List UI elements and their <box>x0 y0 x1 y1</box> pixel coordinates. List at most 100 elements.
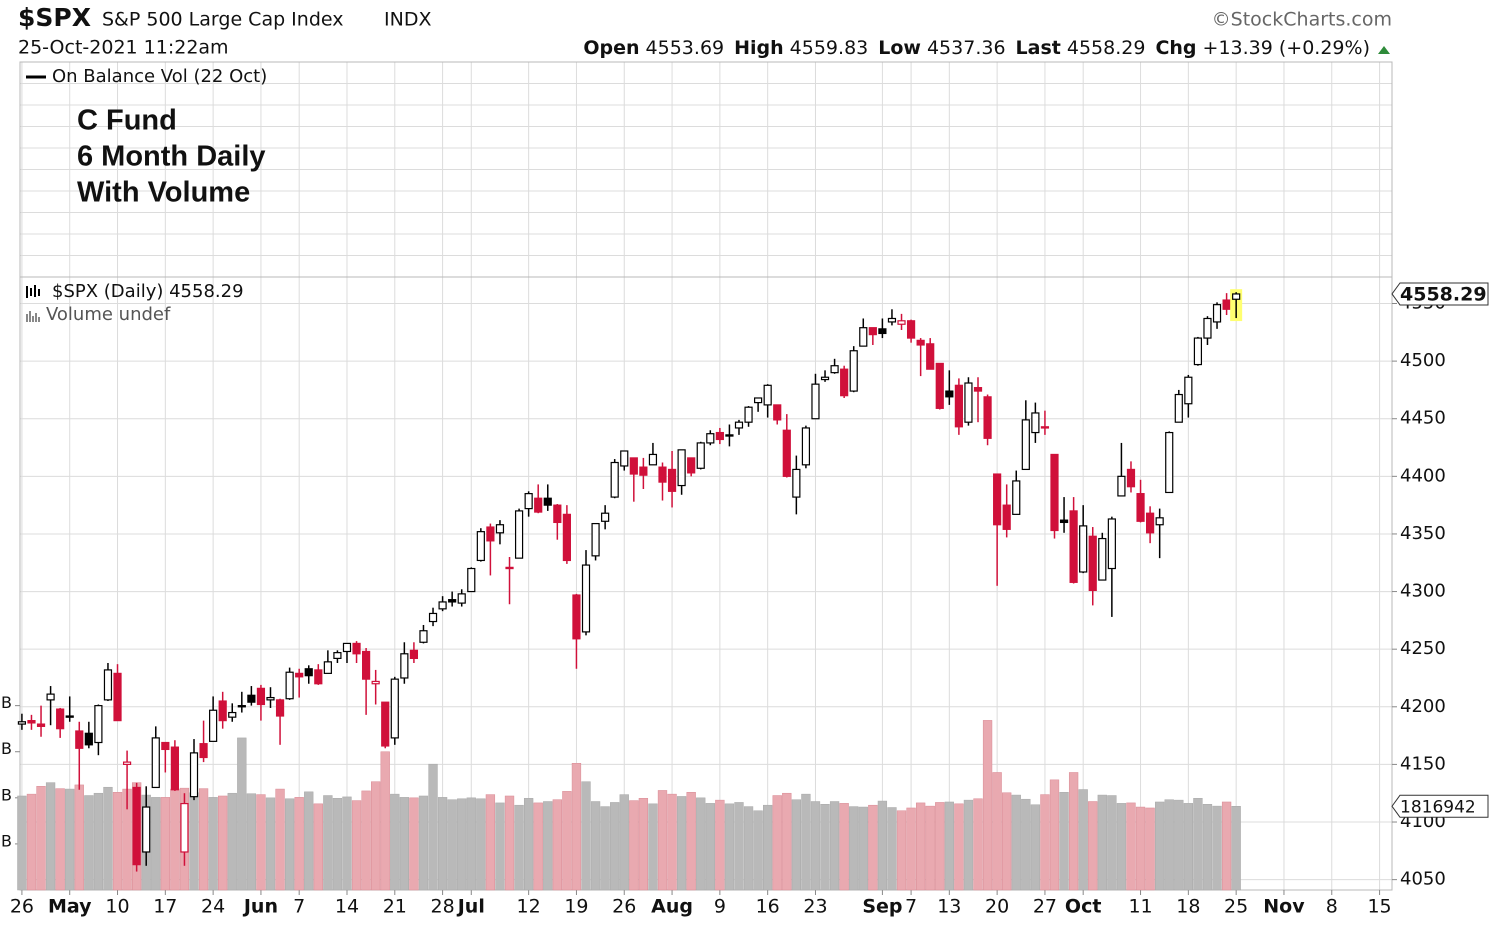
candle-body <box>792 468 801 498</box>
y-tick-label: 4500 <box>1400 350 1446 371</box>
candle-body <box>973 387 983 392</box>
volume-bar <box>1030 804 1041 891</box>
chart-title: $SPX <box>18 3 91 32</box>
candle-body <box>1040 426 1050 429</box>
candle-body <box>1002 504 1011 530</box>
candle-body <box>581 564 591 633</box>
annotation: 6 Month Daily <box>77 141 266 173</box>
candle-body <box>84 732 93 746</box>
candle-body <box>591 522 600 557</box>
x-tick-label: 18 <box>1176 896 1200 918</box>
volume-bar <box>829 801 840 891</box>
x-tick-label: 8 <box>1326 896 1338 918</box>
candle-body <box>352 642 361 655</box>
y2-tick-label: B <box>1 785 12 804</box>
candle-body <box>1050 453 1059 532</box>
x-tick-label: 7 <box>905 896 917 918</box>
volume-bar <box>84 795 94 891</box>
candle-body <box>801 427 811 466</box>
volume-bar <box>504 795 515 891</box>
candle-body <box>1098 537 1107 581</box>
candle-body <box>763 384 772 406</box>
volume-bar <box>743 806 754 891</box>
candle-body <box>715 431 724 441</box>
candle-body <box>237 705 246 708</box>
volume-bar <box>1212 805 1222 891</box>
candle-body <box>457 593 466 604</box>
stat-label: Last <box>1016 37 1061 59</box>
stat-label: Low <box>878 37 921 59</box>
stat-value: 4559.83 <box>790 37 869 59</box>
candle-body <box>964 382 973 423</box>
candle-body <box>1165 431 1174 494</box>
legend-icon <box>26 285 40 298</box>
x-tick-label: 7 <box>293 896 305 918</box>
volume-bar <box>399 797 409 891</box>
volume-bar <box>447 799 457 891</box>
volume-bar <box>313 803 323 891</box>
candle-body <box>247 694 256 703</box>
candle-body <box>1069 510 1078 583</box>
volume-bar <box>648 803 658 891</box>
source: ©StockCharts.com <box>1212 9 1392 31</box>
volume-bar <box>676 796 687 891</box>
candle-body <box>1212 304 1222 323</box>
candle-body <box>954 384 963 428</box>
candle-body <box>744 406 753 423</box>
volume-bar <box>36 786 46 891</box>
candle-body <box>438 601 447 610</box>
y2-tick-label: B <box>1 693 12 712</box>
x-tick-label: 9 <box>714 896 726 918</box>
volume-bar <box>284 798 295 891</box>
candle-body <box>103 669 113 701</box>
stat-value: 4558.29 <box>1067 37 1146 59</box>
volume-bar <box>151 797 161 891</box>
candle-body <box>906 320 916 339</box>
volume-bar <box>820 804 830 891</box>
candle-body <box>868 327 877 336</box>
candle-body <box>266 696 275 701</box>
x-tick-label: Oct <box>1065 896 1102 918</box>
stat-value: 4553.69 <box>646 37 725 59</box>
volume-bar <box>810 801 821 891</box>
volume-bar <box>189 792 199 891</box>
y-tick-label: 4400 <box>1400 465 1446 486</box>
y2-tick-label: B <box>1 831 12 850</box>
volume-bar <box>753 810 763 891</box>
x-tick-label: 21 <box>383 896 407 918</box>
candle-body <box>256 687 266 706</box>
candle-body <box>1126 468 1136 488</box>
volume-bar <box>915 802 926 891</box>
volume-bar <box>1097 794 1107 891</box>
candle-body <box>400 653 409 679</box>
volume-bar <box>428 763 438 891</box>
volume-bar <box>1049 779 1060 891</box>
candle-body <box>36 723 46 727</box>
candle-body <box>180 802 189 853</box>
candle-body <box>228 711 237 718</box>
candle-body <box>476 531 485 562</box>
candle-body <box>295 672 304 678</box>
volume-bar <box>1078 789 1088 891</box>
timestamp: 25-Oct-2021 11:22am <box>18 37 229 59</box>
candle-body <box>113 672 122 722</box>
volume-bar <box>409 797 419 891</box>
y2-tick-label: B <box>1 739 12 758</box>
candle-body <box>926 343 935 370</box>
stat-label: High <box>734 37 784 59</box>
candle-body <box>553 504 562 524</box>
candle-body <box>534 497 543 513</box>
candle-body <box>1012 480 1021 515</box>
x-tick-label: 26 <box>10 896 34 918</box>
candle-body <box>333 652 342 659</box>
x-tick-label: 11 <box>1128 896 1152 918</box>
x-tick-label: 27 <box>1033 896 1057 918</box>
candle-body <box>935 362 944 409</box>
volume-bar <box>782 792 792 891</box>
price-legend: $SPX (Daily) 4558.29 <box>52 281 244 302</box>
x-tick-label: 20 <box>985 896 1009 918</box>
volume-bar <box>571 763 582 891</box>
volume-bar <box>1145 807 1155 891</box>
candle-body <box>409 649 419 659</box>
volume-bar <box>562 791 572 891</box>
